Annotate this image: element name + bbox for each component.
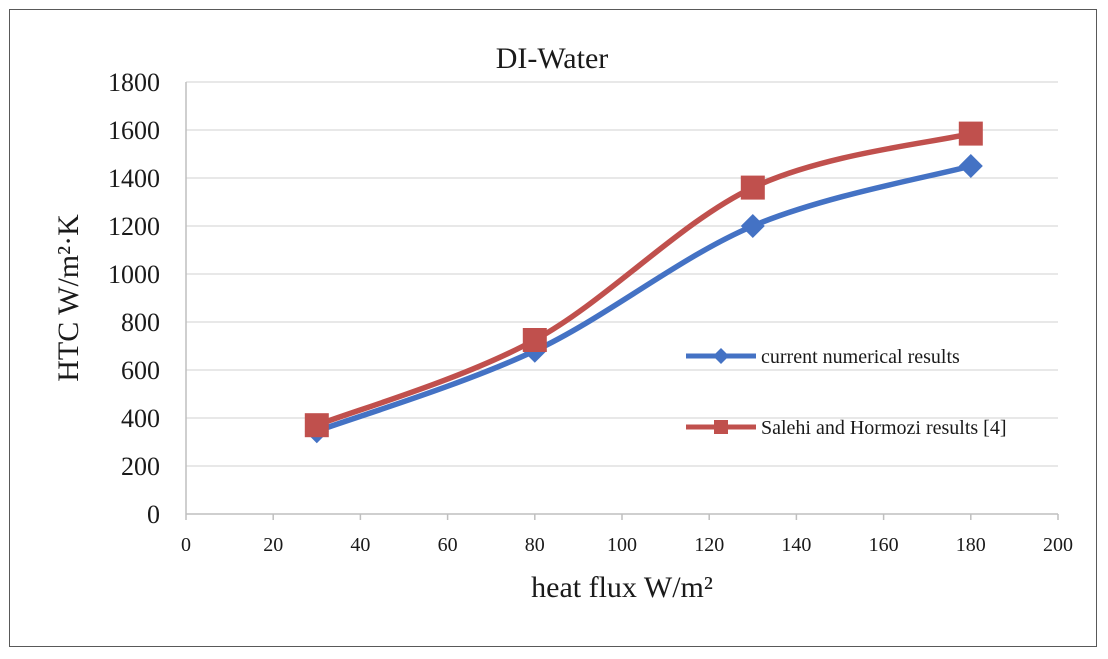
x-tick-label: 100 bbox=[607, 534, 637, 556]
series-layer bbox=[304, 121, 983, 444]
x-tick-label: 40 bbox=[350, 534, 370, 556]
y-tick-label: 1400 bbox=[108, 164, 160, 193]
data-point-square bbox=[304, 413, 329, 438]
legend-marker-diamond bbox=[713, 348, 729, 364]
legend-label-current: current numerical results bbox=[761, 346, 960, 368]
x-tick-label: 80 bbox=[525, 534, 545, 556]
chart-title: DI-Water bbox=[496, 42, 609, 75]
y-tick-label: 600 bbox=[121, 356, 160, 385]
x-tick-label: 20 bbox=[263, 534, 283, 556]
x-axis-label: heat flux W/m² bbox=[531, 571, 713, 604]
y-tick-label: 400 bbox=[121, 404, 160, 433]
series-line bbox=[314, 163, 974, 434]
y-tick-label: 1800 bbox=[108, 68, 160, 97]
data-point-square bbox=[522, 328, 547, 352]
y-tick-label: 1200 bbox=[108, 212, 160, 241]
series-0 bbox=[304, 154, 983, 444]
data-point-square bbox=[958, 121, 983, 146]
x-tick-label: 200 bbox=[1043, 534, 1073, 556]
series-line bbox=[314, 130, 974, 428]
axes bbox=[185, 82, 1059, 520]
y-tick-label: 1000 bbox=[108, 260, 160, 289]
x-tick-label: 180 bbox=[956, 534, 986, 556]
y-tick-label: 1600 bbox=[108, 116, 160, 145]
y-tick-label: 0 bbox=[147, 500, 160, 529]
x-tick-label: 0 bbox=[181, 534, 191, 556]
x-tick-label: 60 bbox=[438, 534, 458, 556]
x-tick-labels: 0 20 40 60 80 100 120 140 160 180 200 bbox=[181, 534, 1073, 556]
x-tick-label: 160 bbox=[869, 534, 899, 556]
y-axis-label: HTC W/m²·K bbox=[52, 214, 85, 382]
x-tick-label: 120 bbox=[694, 534, 724, 556]
data-point-diamond bbox=[958, 154, 983, 178]
legend-item-salehi: Salehi and Hormozi results [4] bbox=[686, 417, 1007, 439]
y-tick-label: 800 bbox=[121, 308, 160, 337]
x-tick-label: 140 bbox=[781, 534, 811, 556]
legend-marker-square bbox=[714, 420, 728, 434]
legend: current numerical results Salehi and Hor… bbox=[686, 346, 1007, 439]
y-tick-label: 200 bbox=[121, 452, 160, 481]
legend-item-current: current numerical results bbox=[686, 346, 960, 368]
data-point-square bbox=[740, 175, 765, 200]
series-1 bbox=[304, 121, 983, 438]
legend-label-salehi: Salehi and Hormozi results [4] bbox=[761, 417, 1007, 439]
y-tick-labels: 0 200 400 600 800 1000 1200 1400 1600 1800 bbox=[108, 68, 160, 529]
data-point-diamond bbox=[740, 214, 765, 238]
